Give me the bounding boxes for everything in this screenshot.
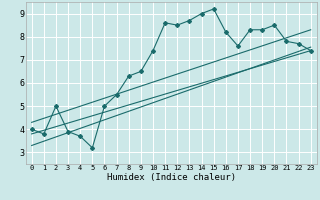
X-axis label: Humidex (Indice chaleur): Humidex (Indice chaleur) [107, 173, 236, 182]
